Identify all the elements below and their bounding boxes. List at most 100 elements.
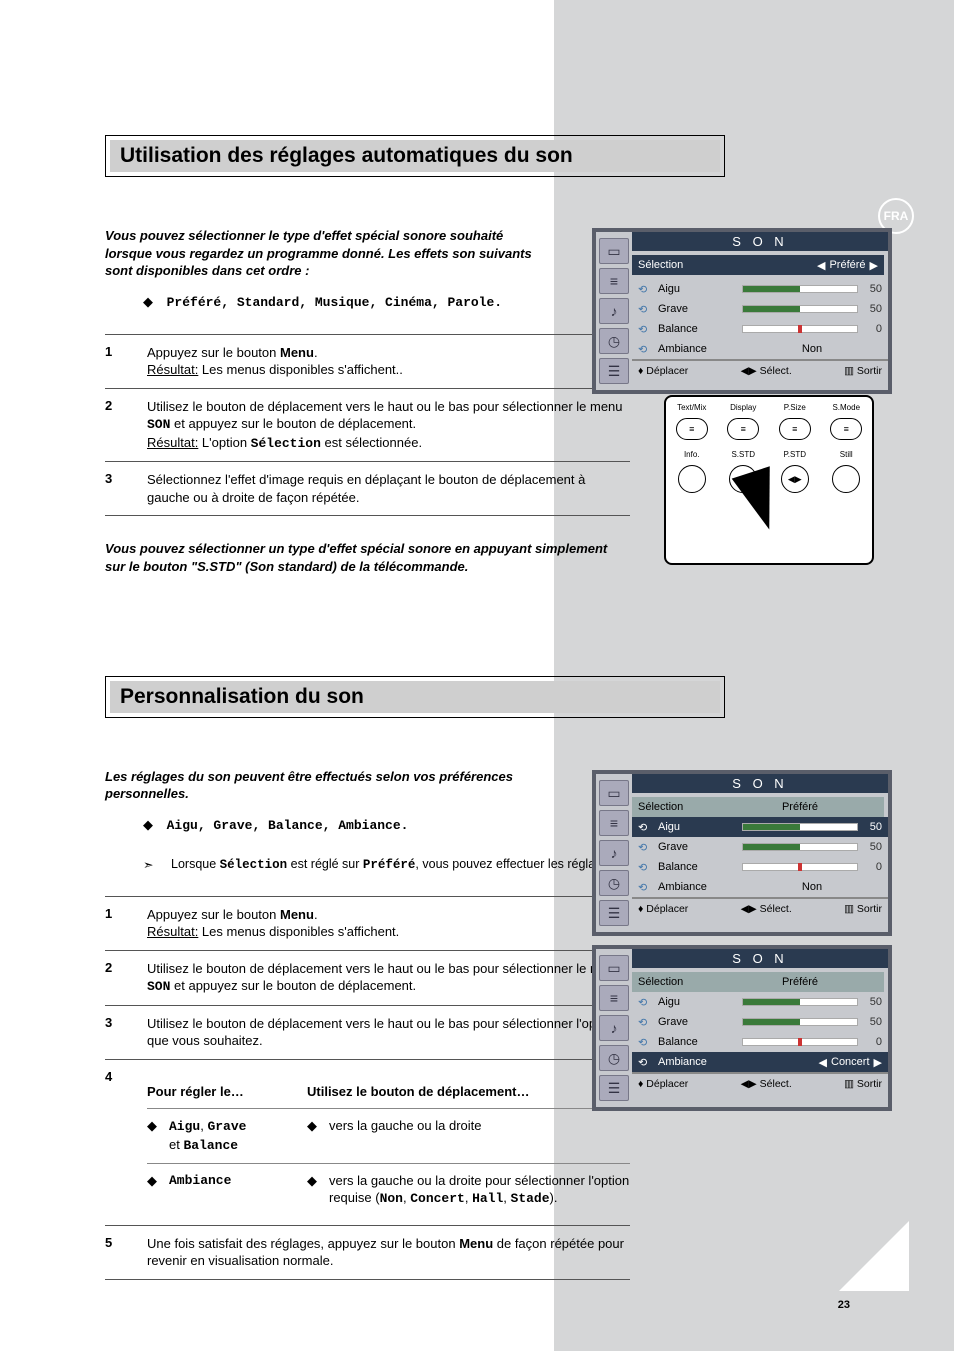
step4-c1: ◆ Ambiance (147, 1172, 307, 1208)
step4-c1: ◆ Aigu, Grave et Balance (147, 1117, 307, 1154)
osd-foot-move: ♦ Déplacer (638, 365, 688, 377)
osd-selection-value: ◀ Préféré ▶ (722, 259, 878, 272)
step-row: 2 Utilisez le bouton de déplacement vers… (105, 950, 630, 1005)
remote-label: Info. (669, 450, 715, 459)
osd-tab-icon[interactable]: ☰ (599, 358, 629, 384)
osd-tab-icon[interactable]: ♪ (599, 1015, 629, 1041)
t: 50 (862, 821, 882, 833)
osd-selection-row[interactable]: Sélection ◀ Préféré ▶ (632, 255, 884, 275)
step-text: Appuyez sur le bouton (147, 345, 280, 360)
t: Sélection (638, 801, 722, 813)
osd-tab-icon[interactable]: ▭ (599, 955, 629, 981)
remote-label: Display (720, 403, 766, 412)
t: ◀ Concert ▶ (742, 1056, 882, 1069)
result-label: Résultat: (147, 435, 198, 450)
step-text: Utilisez le bouton de déplacement vers l… (147, 1016, 617, 1049)
osd-tab-icon[interactable]: ♪ (599, 840, 629, 866)
osd-tab-icon[interactable]: ≡ (599, 985, 629, 1011)
t: Ambiance (658, 343, 742, 355)
t: Préféré (363, 858, 416, 872)
osd-main: S O N Sélection Préféré ⟲Aigu 50 ⟲Grave … (632, 949, 888, 1107)
step-text: . (314, 907, 318, 922)
osd-selection-row[interactable]: Sélection Préféré (632, 797, 884, 817)
t: est réglé sur (287, 857, 363, 871)
t: et (169, 1137, 183, 1152)
osd-tab-icon[interactable]: ♪ (599, 298, 629, 324)
section2-options: Aigu, Grave, Balance, Ambiance. (167, 818, 409, 833)
t: Balance (658, 1036, 742, 1048)
osd-tab-icon[interactable]: ▭ (599, 780, 629, 806)
t: vers la gauche ou la droite (329, 1117, 481, 1154)
osd-tab-icon[interactable]: ☰ (599, 1075, 629, 1101)
osd-ambiance-row[interactable]: ⟲Ambiance Non (632, 877, 888, 897)
t: Ambiance (658, 1056, 742, 1068)
remote-button[interactable] (832, 465, 860, 493)
t: Balance (658, 861, 742, 873)
section2-steps: 1 Appuyez sur le bouton Menu. Résultat: … (105, 896, 630, 1280)
t: Grave (658, 303, 742, 315)
t: Grave (658, 1016, 742, 1028)
step4-col2-head: Utilisez le bouton de déplacement… (307, 1083, 630, 1101)
remote-button[interactable]: ≡ (779, 418, 811, 440)
adjust-icon: ⟲ (638, 1036, 654, 1049)
osd-tab-icon[interactable]: ☰ (599, 900, 629, 926)
adjust-icon: ⟲ (638, 821, 654, 834)
t: Sélect. (760, 1078, 792, 1090)
result-label: Résultat: (147, 362, 198, 377)
step-text: Sélectionnez l'effet d'image requis en d… (147, 472, 585, 505)
osd-aigu-row[interactable]: ⟲Aigu 50 (632, 279, 888, 299)
step-text-mono: SON (147, 417, 170, 432)
osd-aigu-row[interactable]: ⟲Aigu 50 (632, 992, 888, 1012)
osd-balance-row[interactable]: ⟲ Balance 0 (632, 1032, 888, 1052)
osd-aigu-row[interactable]: ⟲Aigu 50 (632, 817, 888, 837)
t: 0 (862, 323, 882, 335)
t: Déplacer (646, 365, 688, 377)
t: vers la gauche ou la droite pour sélecti… (329, 1172, 630, 1208)
result-label: Résultat: (147, 924, 198, 939)
page-corner-triangle (839, 1221, 909, 1291)
remote-label: S.Mode (823, 403, 869, 412)
adjust-icon: ⟲ (638, 303, 654, 316)
osd-tab-icon[interactable]: ◷ (599, 328, 629, 354)
t: 0 (862, 1036, 882, 1048)
step-number: 4 (105, 1069, 147, 1216)
osd-tab-icon[interactable]: ◷ (599, 870, 629, 896)
remote-label-row: Info. S.STD P.STD Still (666, 450, 872, 459)
osd-main: S O N Sélection ◀ Préféré ▶ ⟲Aigu 50 ⟲Gr… (632, 232, 888, 390)
osd-grave-row[interactable]: ⟲ Grave 50 (632, 299, 888, 319)
osd-tab-icon[interactable]: ≡ (599, 810, 629, 836)
diamond-bullet-icon: ◆ (307, 1117, 319, 1154)
osd-balance-row[interactable]: ⟲Balance 0 (632, 857, 888, 877)
page-number: 23 (838, 1299, 850, 1311)
osd-menu-3: ▭ ≡ ♪ ◷ ☰ S O N Sélection Préféré ⟲Aigu … (592, 945, 892, 1111)
step-row: 3 Utilisez le bouton de déplacement vers… (105, 1005, 630, 1059)
remote-label: P.STD (772, 450, 818, 459)
remote-button[interactable]: ≡ (676, 418, 708, 440)
note-icon: ➣ (143, 857, 171, 872)
remote-control: Text/Mix Display P.Size S.Mode ≡ ≡ ≡ ≡ I… (664, 395, 874, 565)
osd-grave-row[interactable]: ⟲Grave 50 (632, 1012, 888, 1032)
t: 50 (862, 303, 882, 315)
step-text: Utilisez le bouton de déplacement vers l… (147, 961, 623, 976)
remote-button[interactable]: ◀▶ (781, 465, 809, 493)
osd-tab-icon[interactable]: ▭ (599, 238, 629, 264)
osd-tab-icon[interactable]: ◷ (599, 1045, 629, 1071)
osd-ambiance-row[interactable]: ⟲Ambiance Non (632, 339, 888, 359)
osd-footer: ♦ Déplacer ◀▶ Sélect. ▥ Sortir (632, 897, 888, 919)
osd-selection-label: Sélection (638, 259, 722, 271)
osd-ambiance-row[interactable]: ⟲Ambiance ◀ Concert ▶ (632, 1052, 888, 1072)
step-text-mono: SON (147, 979, 170, 994)
osd-grave-row[interactable]: ⟲Grave 50 (632, 837, 888, 857)
osd-selection-row[interactable]: Sélection Préféré (632, 972, 884, 992)
remote-button[interactable]: ≡ (830, 418, 862, 440)
remote-button[interactable]: ≡ (727, 418, 759, 440)
remote-button[interactable] (678, 465, 706, 493)
t: 50 (862, 996, 882, 1008)
osd-foot-move: ♦ Déplacer (638, 903, 688, 915)
osd-sidebar: ▭ ≡ ♪ ◷ ☰ (596, 232, 632, 390)
remote-label: S.STD (720, 450, 766, 459)
osd-balance-row[interactable]: ⟲Balance 0 (632, 319, 888, 339)
osd-footer: ♦ Déplacer ◀▶ Sélect. ▥ Sortir (632, 1072, 888, 1094)
osd-tab-icon[interactable]: ≡ (599, 268, 629, 294)
step-number: 1 (105, 344, 147, 379)
